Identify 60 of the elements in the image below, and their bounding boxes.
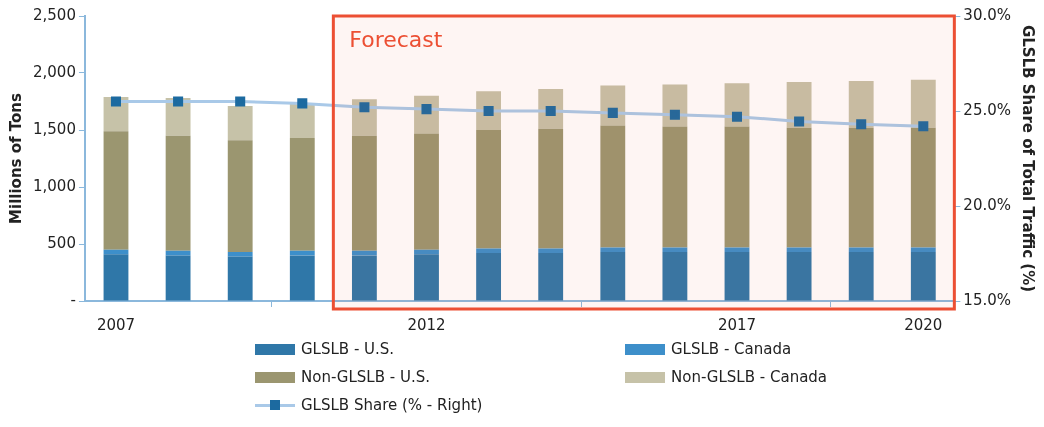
bar xyxy=(414,254,439,301)
bar xyxy=(910,251,936,301)
bar xyxy=(600,247,626,252)
y-tick-label: 2,500 xyxy=(32,5,76,24)
legend-label: Non-GLSLB - U.S. xyxy=(301,368,431,386)
x-tick-label: 2007 xyxy=(96,315,136,334)
bar xyxy=(414,133,439,250)
legend-label: GLSLB - Canada xyxy=(671,340,792,358)
bar xyxy=(662,247,688,252)
bar xyxy=(724,126,750,248)
bar xyxy=(165,255,191,301)
y2-axis-title: GLSLB Share of Total Traffic (%) xyxy=(1019,24,1038,293)
bar xyxy=(910,127,936,248)
bar xyxy=(662,126,688,248)
bar xyxy=(600,251,626,301)
bar xyxy=(910,247,936,252)
legend-label: Non-GLSLB - Canada xyxy=(671,368,828,386)
y-axis-title: Millions of Tons xyxy=(6,93,25,224)
bar xyxy=(476,253,502,301)
x-tick-label: 2012 xyxy=(407,315,446,334)
bar xyxy=(600,125,626,248)
bar xyxy=(662,251,688,301)
bar xyxy=(227,251,253,257)
y2-tick-label: 30.0% xyxy=(963,5,1011,24)
x-tick-label: 2020 xyxy=(904,315,943,334)
y2-tick-label: 25.0% xyxy=(963,100,1011,119)
bar xyxy=(848,251,874,301)
legend-label: GLSLB - U.S. xyxy=(301,340,395,358)
bar xyxy=(910,79,936,128)
bar xyxy=(724,247,750,252)
y2-tick-label: 20.0% xyxy=(963,195,1011,214)
bar xyxy=(786,127,812,248)
y-tick-label: 1,500 xyxy=(32,119,76,138)
x-tick-label: 2017 xyxy=(717,315,757,334)
bar xyxy=(165,135,191,251)
bar xyxy=(289,255,315,301)
bar xyxy=(227,256,253,301)
bar xyxy=(848,247,874,252)
bar xyxy=(538,128,564,249)
legend-label: GLSLB Share (% - Right) xyxy=(301,396,483,414)
bar xyxy=(538,253,564,301)
y2-tick-label: 15.0% xyxy=(963,290,1011,309)
bar xyxy=(103,254,129,301)
bar xyxy=(351,135,377,251)
bar xyxy=(289,137,315,251)
bar xyxy=(476,130,502,249)
bar xyxy=(848,127,874,248)
bar xyxy=(227,140,253,252)
bar xyxy=(227,106,253,141)
bar xyxy=(786,251,812,301)
y-tick-label: 500 xyxy=(47,233,76,252)
bar xyxy=(289,103,315,138)
y-tick-label: 2,000 xyxy=(32,62,76,81)
bar xyxy=(786,247,812,252)
y-tick-label: 1,000 xyxy=(32,176,76,195)
bar xyxy=(724,251,750,301)
band-label: Forecast xyxy=(349,26,443,52)
bar xyxy=(103,131,129,250)
y-tick-label: - xyxy=(70,290,76,309)
bar xyxy=(351,255,377,301)
